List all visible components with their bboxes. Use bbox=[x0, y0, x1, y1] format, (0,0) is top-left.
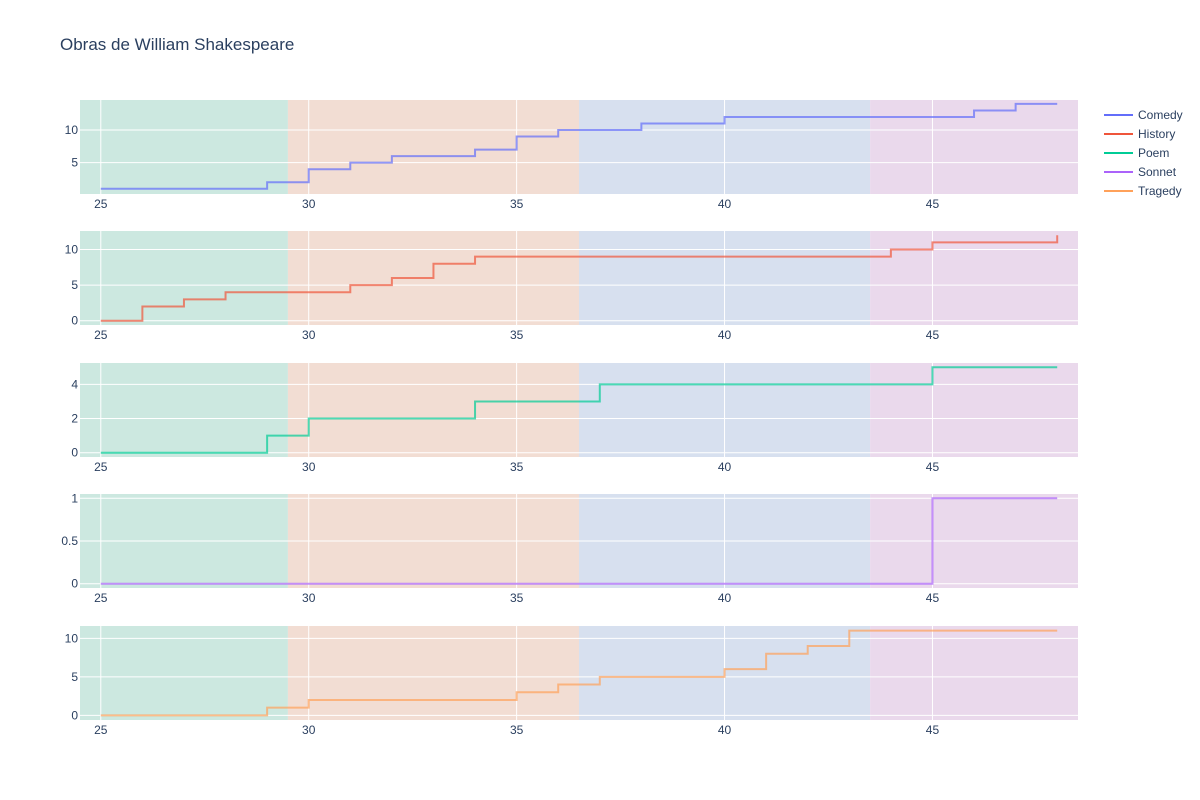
x-tick-label: 30 bbox=[302, 591, 316, 605]
legend-item-comedy[interactable]: Comedy bbox=[1104, 108, 1183, 122]
background-band bbox=[870, 231, 1078, 325]
x-tick-label: 40 bbox=[718, 197, 732, 211]
background-band bbox=[287, 626, 579, 720]
subplot-history: 25 30 35 40 45 0 5 10 bbox=[65, 231, 1078, 342]
legend-label: Poem bbox=[1138, 146, 1169, 160]
legend-label: History bbox=[1138, 127, 1175, 141]
x-tick-label: 25 bbox=[94, 723, 108, 737]
x-tick-label: 45 bbox=[926, 328, 940, 342]
x-tick-label: 30 bbox=[302, 328, 316, 342]
x-tick-label: 40 bbox=[718, 328, 732, 342]
legend-label: Sonnet bbox=[1138, 165, 1177, 179]
series-line-poem bbox=[100, 366, 1058, 454]
series-line-sonnet bbox=[100, 497, 1058, 585]
y-tick-label: 0.5 bbox=[61, 534, 78, 548]
x-tick-label: 45 bbox=[926, 723, 940, 737]
x-tick-label: 35 bbox=[510, 460, 524, 474]
x-tick-label: 35 bbox=[510, 591, 524, 605]
y-tick-label: 10 bbox=[65, 123, 79, 137]
x-tick-label: 45 bbox=[926, 460, 940, 474]
x-tick-label: 25 bbox=[94, 328, 108, 342]
y-tick-label: 10 bbox=[65, 631, 79, 645]
x-tick-label: 35 bbox=[510, 197, 524, 211]
background-band bbox=[287, 100, 579, 194]
y-tick-label: 4 bbox=[71, 377, 78, 391]
y-tick-label: 5 bbox=[71, 156, 78, 170]
series-line-history bbox=[100, 235, 1059, 322]
x-tick-label: 30 bbox=[302, 197, 316, 211]
x-tick-label: 30 bbox=[302, 460, 316, 474]
legend: Comedy History Poem Sonnet Tragedy bbox=[1104, 108, 1183, 198]
series-line-comedy bbox=[100, 102, 1058, 190]
x-tick-label: 45 bbox=[926, 591, 940, 605]
background-band bbox=[870, 363, 1078, 457]
background-band bbox=[80, 231, 288, 325]
chart-title: Obras de William Shakespeare bbox=[60, 35, 294, 54]
x-tick-label: 40 bbox=[718, 591, 732, 605]
y-tick-label: 5 bbox=[71, 670, 78, 684]
background-band bbox=[80, 626, 288, 720]
subplot-comedy: 25 30 35 40 45 5 10 bbox=[65, 100, 1078, 211]
x-tick-label: 25 bbox=[94, 591, 108, 605]
x-tick-label: 25 bbox=[94, 460, 108, 474]
y-tick-label: 0 bbox=[71, 577, 78, 591]
legend-item-sonnet[interactable]: Sonnet bbox=[1104, 165, 1177, 179]
x-tick-label: 35 bbox=[510, 723, 524, 737]
y-tick-label: 0 bbox=[71, 446, 78, 460]
background-band bbox=[870, 626, 1078, 720]
subplot-sonnet: 25 30 35 40 45 0 0.5 1 bbox=[61, 491, 1078, 605]
legend-label: Comedy bbox=[1138, 108, 1183, 122]
x-tick-label: 45 bbox=[926, 197, 940, 211]
legend-item-history[interactable]: History bbox=[1104, 127, 1175, 141]
x-tick-label: 35 bbox=[510, 328, 524, 342]
background-band bbox=[80, 363, 288, 457]
legend-item-poem[interactable]: Poem bbox=[1104, 146, 1169, 160]
subplot-tragedy: 25 30 35 40 45 0 5 10 bbox=[65, 626, 1078, 737]
x-tick-label: 40 bbox=[718, 460, 732, 474]
background-band bbox=[287, 363, 579, 457]
legend-label: Tragedy bbox=[1138, 184, 1182, 198]
background-band bbox=[80, 100, 288, 194]
y-tick-label: 10 bbox=[65, 243, 79, 257]
x-tick-label: 40 bbox=[718, 723, 732, 737]
series-line-tragedy bbox=[100, 629, 1058, 717]
y-tick-label: 2 bbox=[71, 412, 78, 426]
x-tick-label: 25 bbox=[94, 197, 108, 211]
y-tick-label: 5 bbox=[71, 278, 78, 292]
subplot-poem: 25 30 35 40 45 0 2 4 bbox=[71, 363, 1078, 474]
y-tick-label: 0 bbox=[71, 314, 78, 328]
legend-item-tragedy[interactable]: Tragedy bbox=[1104, 184, 1182, 198]
y-tick-label: 0 bbox=[71, 708, 78, 722]
y-tick-label: 1 bbox=[71, 491, 78, 505]
x-tick-label: 30 bbox=[302, 723, 316, 737]
